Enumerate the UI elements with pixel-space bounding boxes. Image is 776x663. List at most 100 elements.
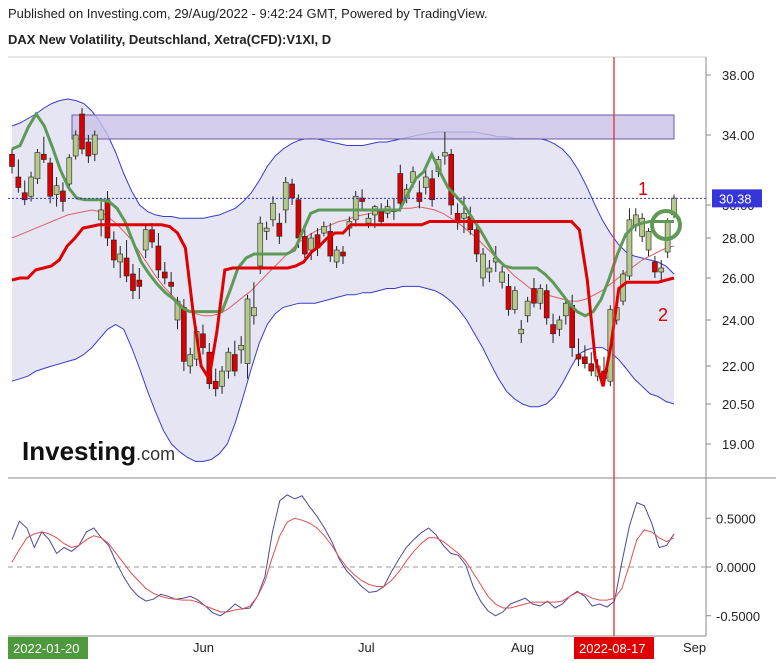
candle: [333, 246, 340, 268]
marked-date-text: 2022-08-17: [579, 641, 646, 656]
candle: [251, 282, 257, 325]
candle: [117, 246, 124, 278]
candle: [98, 201, 104, 237]
watermark-brand: Investing: [22, 436, 136, 466]
band-lower: [11, 285, 675, 462]
candle: [397, 164, 404, 212]
x-label-jun: Jun: [193, 640, 214, 655]
candle: [448, 149, 455, 215]
candle: [505, 274, 512, 316]
band-middle: [11, 206, 675, 317]
candle: [473, 221, 480, 262]
candle: [53, 177, 60, 207]
start-date-badge: [8, 637, 88, 659]
indicator-lines: [11, 111, 675, 387]
candle: [524, 296, 531, 323]
price-tick-label: 20.50: [722, 397, 755, 412]
time-axis: Jun Jul Aug Sep 2022-01-20 2022-08-17: [8, 637, 706, 659]
candle: [543, 284, 550, 325]
candle: [359, 189, 365, 210]
candle: [327, 223, 334, 262]
candle: [518, 320, 525, 343]
oscillator-panel: [8, 494, 706, 617]
osc-tick-label: 0.0000: [716, 560, 756, 575]
candle: [626, 208, 633, 281]
investing-watermark: Investing.com: [22, 436, 175, 466]
candle: [187, 347, 194, 374]
resistance-zone: [71, 114, 675, 140]
candle: [442, 132, 448, 165]
candle: [499, 266, 505, 289]
oscillator-signal-line: [11, 517, 675, 613]
x-label-jul: Jul: [358, 640, 375, 655]
candle: [302, 224, 308, 258]
annotation-1: 1: [638, 179, 648, 199]
candle: [531, 278, 537, 308]
price-tick-label: 22.00: [722, 359, 755, 374]
candle: [111, 231, 117, 268]
candle: [123, 240, 130, 283]
published-note: Published on Investing.com, 29/Aug/2022 …: [8, 6, 488, 21]
candle: [276, 213, 283, 244]
candle: [340, 246, 346, 264]
x-label-aug: Aug: [511, 640, 534, 655]
candle: [537, 284, 544, 310]
osc-tick-label: -0.5000: [716, 609, 760, 624]
svg-text:Investing.com: Investing.com: [22, 436, 175, 466]
candle: [645, 228, 652, 256]
price-tick-label: 38.00: [722, 68, 755, 83]
candle: [512, 286, 518, 314]
price-tick-label: 34.00: [722, 128, 755, 143]
candles: [9, 108, 677, 397]
candle: [480, 248, 486, 287]
annotation-2: 2: [658, 305, 668, 325]
current-price-label: 30.38: [712, 189, 762, 208]
candle: [155, 233, 162, 278]
chart-title: DAX New Volatility, Deutschland, Xetra(C…: [8, 32, 332, 47]
candle: [142, 224, 149, 258]
candle: [41, 136, 47, 163]
candle: [72, 130, 79, 160]
oscillator-line: [11, 494, 675, 617]
candle: [582, 345, 588, 369]
candle: [639, 213, 645, 242]
candle: [9, 149, 15, 174]
candle: [91, 130, 98, 162]
price-tick-label: 28.00: [722, 231, 755, 246]
x-label-sep: Sep: [683, 640, 706, 655]
candle: [244, 294, 251, 379]
candle: [257, 216, 264, 274]
osc-tick-label: 0.5000: [716, 511, 756, 526]
candle: [270, 196, 276, 227]
candle: [263, 221, 270, 240]
candle: [486, 260, 493, 283]
candle: [149, 223, 155, 248]
candle: [28, 171, 34, 202]
candle: [282, 177, 289, 224]
candle: [225, 347, 232, 379]
candle: [231, 340, 238, 377]
candle: [21, 180, 28, 205]
price-tick-label: 26.00: [722, 271, 755, 286]
candle: [200, 324, 206, 355]
start-date-text: 2022-01-20: [13, 641, 80, 656]
price-axis-ticks: 38.0034.0030.0028.0026.0024.0022.0020.50…: [706, 68, 755, 452]
candle: [85, 135, 92, 163]
candle: [66, 154, 73, 191]
candle: [219, 366, 225, 394]
candle: [130, 264, 136, 299]
candle: [588, 352, 595, 377]
candle: [556, 315, 563, 337]
candle: [321, 221, 327, 237]
bollinger-bands: [11, 98, 675, 462]
price-tick-label: 19.00: [722, 437, 755, 452]
current-price-box: [712, 189, 762, 208]
candle: [34, 149, 41, 184]
candle: [416, 180, 423, 209]
current-price-value: 30.38: [719, 191, 752, 206]
candle: [429, 170, 435, 207]
candle: [212, 368, 219, 397]
candle: [550, 313, 556, 343]
price-tick-label: 24.00: [722, 313, 755, 328]
